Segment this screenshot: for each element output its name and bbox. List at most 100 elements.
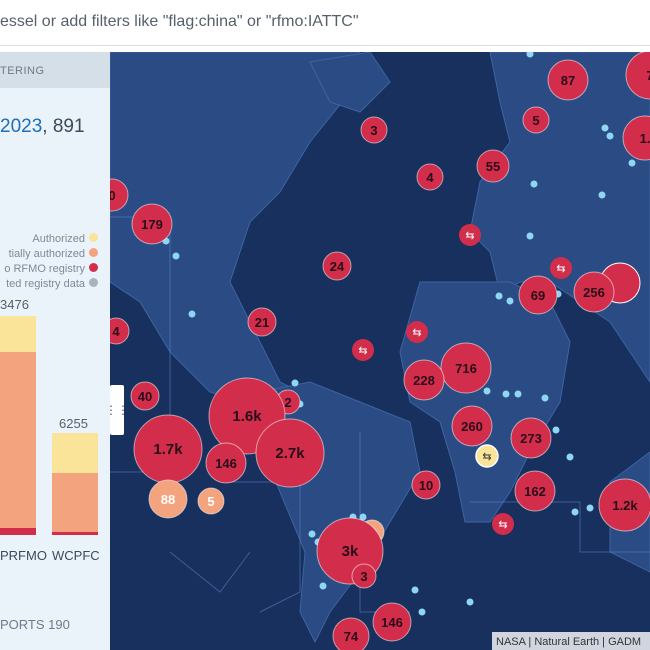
bar: [0, 316, 36, 352]
port: [530, 180, 538, 188]
cluster: [255, 418, 325, 488]
cluster-label: 3k: [342, 543, 359, 560]
cluster-label: 1.: [640, 131, 650, 146]
legend-label: Authorized: [32, 233, 85, 245]
port: [188, 310, 196, 318]
cluster-label: 260: [461, 419, 483, 434]
cluster-label: 40: [138, 389, 152, 404]
search-bar[interactable]: essel or add filters like "flag:china" o…: [0, 0, 650, 46]
attribution-bg: [492, 632, 650, 650]
bar: [0, 528, 36, 535]
cluster-label: 5: [532, 113, 539, 128]
cluster-label: 2.7k: [275, 445, 305, 462]
port: [541, 394, 549, 402]
cluster-label: 2: [284, 395, 291, 410]
cluster: [372, 602, 412, 642]
header-text: TERING: [0, 65, 45, 77]
cluster: [110, 178, 129, 212]
cluster-label: 1.2k: [612, 498, 638, 513]
attribution: NASA | Natural Earth | GADM: [496, 636, 641, 648]
port: [308, 530, 316, 538]
cluster: [403, 359, 445, 401]
port: [552, 426, 560, 434]
year: 2023: [0, 116, 43, 137]
port: [411, 586, 419, 594]
cluster: [476, 149, 510, 183]
port: [526, 232, 534, 240]
cluster-label: 7: [646, 68, 650, 83]
drag-icon: ⋮⋮: [110, 403, 129, 417]
legend-dot: [89, 233, 98, 242]
bar-label: PRFMO: [0, 548, 47, 563]
vessel-icon: [459, 224, 481, 246]
cluster: [332, 617, 370, 650]
vessel-icon-glyph: ⇆: [358, 345, 367, 357]
cluster: [510, 417, 552, 459]
cluster-label: 146: [215, 456, 237, 471]
cluster-label: 0: [110, 188, 116, 203]
bar-label: WCPFC: [52, 548, 100, 563]
cluster-label: 179: [141, 217, 163, 232]
bar: [0, 352, 36, 528]
port: [502, 390, 510, 398]
vessel-icon: [550, 257, 572, 279]
summary: 2023, 891: [0, 116, 85, 138]
cluster-label: 21: [255, 315, 269, 330]
vessel-icon: [406, 321, 428, 343]
port: [483, 387, 491, 395]
vessel-icon-glyph: ⇆: [412, 327, 421, 339]
port: [291, 379, 299, 387]
sidebar-header: TERING: [0, 52, 110, 88]
vessel-icon: [352, 339, 374, 361]
cluster-label: 5: [207, 494, 214, 509]
legend-label: o RFMO registry: [4, 263, 85, 275]
cluster-label: 55: [486, 159, 500, 174]
cluster-label: 716: [455, 361, 477, 376]
cluster-label: 1.7k: [153, 441, 183, 458]
cluster: [547, 59, 589, 101]
vessel-icon-glyph: ⇆: [498, 519, 507, 531]
vessel-icon: [475, 444, 499, 468]
sidebar: TERING 2023, 891 Authorized tially author…: [0, 52, 110, 650]
port: [571, 508, 579, 516]
cluster: [451, 405, 493, 447]
vessel-icon-glyph: ⇆: [465, 230, 474, 242]
cluster: [411, 470, 441, 500]
cluster-label: 162: [524, 484, 546, 499]
clusters: ⇆ ⇆ ⇆ ⇆ ⇆ ⇆ 87 7 3 5 1. 4 55 0 179 24 69 256 4 21 716 228 40 2 1…: [110, 52, 650, 650]
port: [495, 292, 503, 300]
cluster-label: 4: [112, 324, 120, 339]
port: [514, 390, 522, 398]
cluster: [360, 116, 388, 144]
port: [628, 159, 636, 167]
cluster-label: 3: [360, 569, 367, 584]
port: [586, 504, 594, 512]
vessel-icon-glyph: ⇆: [556, 263, 565, 275]
cluster: [247, 307, 277, 337]
legend-item: ted registry data: [4, 277, 98, 292]
cluster-label: 256: [583, 285, 605, 300]
cluster: [598, 478, 650, 532]
legend-label: ted registry data: [6, 278, 85, 290]
vessel-icon: [492, 513, 514, 535]
cluster-label: 88: [161, 492, 175, 507]
port: [506, 297, 514, 305]
cluster: [205, 442, 247, 484]
cluster-label: 87: [561, 73, 575, 88]
cluster: [440, 342, 492, 394]
port: [606, 132, 614, 140]
cluster: [131, 203, 173, 245]
cluster-label: 69: [531, 288, 545, 303]
port: [601, 124, 609, 132]
drag-handle[interactable]: [110, 385, 124, 435]
port: [418, 608, 426, 616]
map[interactable]: ⇆ ⇆ ⇆ ⇆ ⇆ ⇆ 87 7 3 5 1. 4 55 0 179 24 69 256 4 21 716 228 40 2 1…: [110, 52, 650, 650]
port: [466, 598, 474, 606]
cluster: [148, 479, 188, 519]
port: [526, 52, 534, 58]
cluster: [622, 115, 650, 161]
bar: [52, 433, 98, 473]
vessel-icon-glyph: ⇆: [482, 451, 491, 463]
cluster-label: 74: [344, 629, 359, 644]
